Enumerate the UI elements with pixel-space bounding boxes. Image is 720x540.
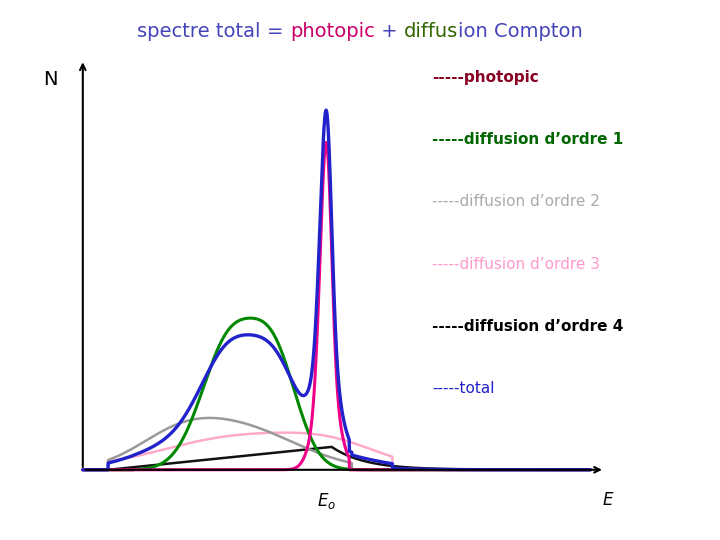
Text: -----diffusion d’ordre 1: -----diffusion d’ordre 1: [432, 132, 624, 147]
Text: $E_o$: $E_o$: [317, 491, 336, 511]
Text: -----total: -----total: [432, 381, 495, 396]
Text: ion Compton: ion Compton: [458, 22, 582, 40]
Text: -----diffusion d’ordre 4: -----diffusion d’ordre 4: [432, 319, 624, 334]
Text: +: +: [374, 22, 404, 40]
Text: -----diffusion d’ordre 3: -----diffusion d’ordre 3: [432, 256, 600, 272]
Text: $E$: $E$: [602, 491, 615, 509]
Text: -----diffusion d’ordre 2: -----diffusion d’ordre 2: [432, 194, 600, 210]
Text: photopic: photopic: [290, 22, 374, 40]
Text: -----photopic: -----photopic: [432, 70, 539, 85]
Text: N: N: [43, 70, 58, 89]
Text: diffus: diffus: [404, 22, 458, 40]
Text: spectre total: spectre total: [138, 22, 267, 40]
Text: =: =: [267, 22, 290, 40]
